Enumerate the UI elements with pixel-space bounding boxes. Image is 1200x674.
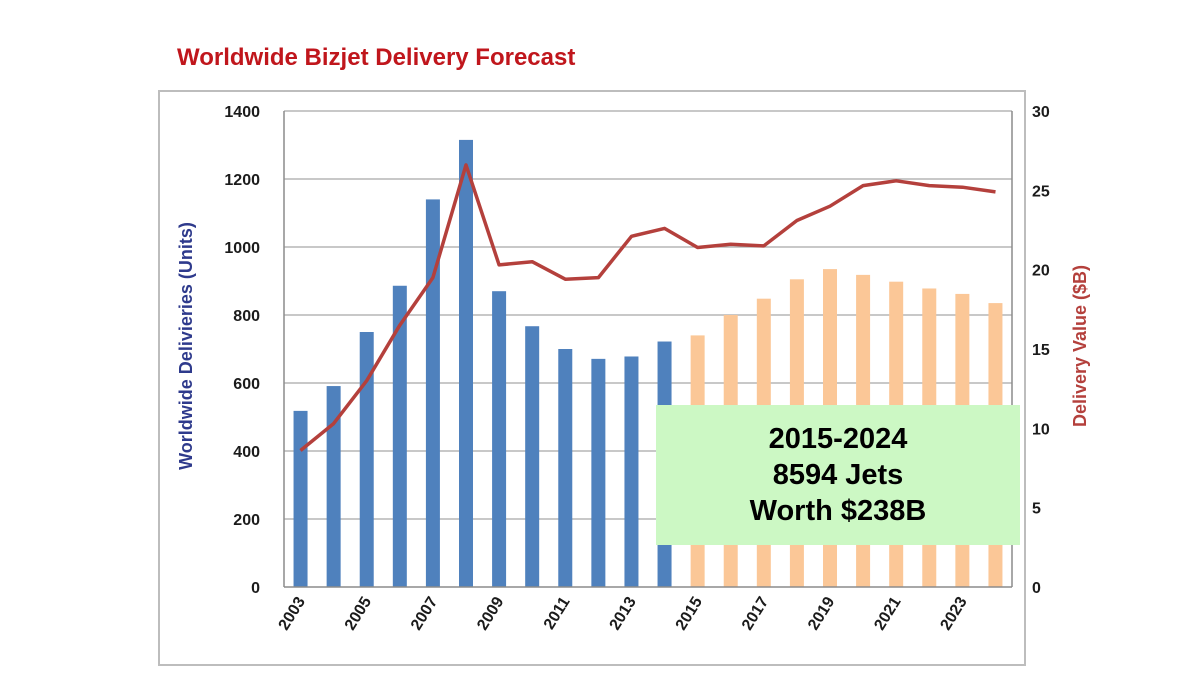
bar bbox=[425, 199, 440, 587]
y2-axis-label: Delivery Value ($B) bbox=[1070, 265, 1090, 427]
y2-tick-label: 5 bbox=[1032, 501, 1041, 518]
x-tick-label: 2013 bbox=[607, 594, 640, 633]
bar bbox=[624, 356, 639, 587]
x-tick-label: 2007 bbox=[408, 594, 441, 633]
chart-frame bbox=[158, 90, 1026, 666]
bar bbox=[492, 291, 507, 587]
x-tick-label: 2009 bbox=[474, 594, 507, 633]
value-line bbox=[299, 163, 996, 452]
bar bbox=[293, 410, 308, 587]
y-tick-label: 400 bbox=[233, 444, 260, 461]
callout-line-period: 2015-2024 bbox=[768, 423, 908, 455]
y2-tick-label: 25 bbox=[1032, 183, 1050, 200]
y2-tick-label: 20 bbox=[1032, 263, 1050, 280]
y-tick-label: 1200 bbox=[224, 172, 260, 189]
x-tick-label: 2011 bbox=[541, 594, 574, 633]
bar bbox=[392, 285, 407, 587]
y-tick-label: 200 bbox=[233, 512, 260, 529]
y-tick-label: 800 bbox=[233, 308, 260, 325]
bar bbox=[558, 349, 573, 587]
y-tick-label: 1000 bbox=[224, 240, 260, 257]
y2-tick-label: 0 bbox=[1032, 580, 1041, 597]
bar bbox=[359, 332, 374, 587]
y-tick-label: 1400 bbox=[224, 104, 260, 121]
bar bbox=[459, 139, 473, 587]
x-tick-label: 2023 bbox=[937, 594, 970, 633]
y-axis-label: Worldwide Delivieries (Units) bbox=[176, 222, 196, 470]
bar bbox=[525, 326, 540, 587]
forecast-callout: 2015-2024 8594 Jets Worth $238B bbox=[656, 405, 1020, 545]
value-line-series bbox=[299, 163, 996, 452]
x-tick-label: 2015 bbox=[673, 594, 706, 633]
bar bbox=[591, 358, 606, 587]
y2-tick-label: 10 bbox=[1032, 421, 1050, 438]
callout-line-worth: Worth $238B bbox=[749, 495, 927, 527]
x-tick-label: 2017 bbox=[739, 594, 772, 633]
x-tick-label: 2003 bbox=[276, 594, 309, 633]
callout-line-jets: 8594 Jets bbox=[772, 459, 904, 491]
x-tick-label: 2019 bbox=[805, 594, 838, 633]
y-tick-label: 600 bbox=[233, 376, 260, 393]
x-tick-label: 2005 bbox=[342, 594, 375, 633]
y2-tick-label: 30 bbox=[1032, 104, 1050, 121]
bar bbox=[326, 386, 341, 587]
x-tick-label: 2021 bbox=[871, 594, 904, 633]
chart-title: Worldwide Bizjet Delivery Forecast bbox=[177, 44, 576, 71]
y2-tick-label: 15 bbox=[1032, 342, 1050, 359]
y-tick-label: 0 bbox=[251, 580, 260, 597]
